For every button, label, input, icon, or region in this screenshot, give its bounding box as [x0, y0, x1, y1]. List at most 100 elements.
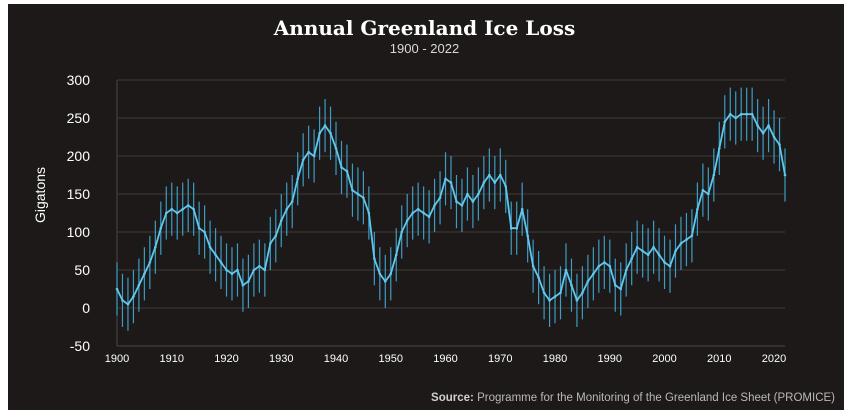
data-point	[115, 287, 119, 291]
data-point	[619, 287, 623, 291]
x-tick-label: 2020	[762, 353, 786, 365]
source-label: Source:	[431, 392, 474, 404]
data-point	[362, 196, 365, 200]
data-point	[488, 173, 491, 177]
data-point	[559, 291, 562, 295]
data-point	[624, 268, 628, 272]
data-point	[745, 112, 748, 116]
data-point	[383, 280, 387, 283]
chart-panel	[8, 4, 844, 410]
data-point	[214, 253, 217, 257]
y-tick-label: 150	[67, 186, 91, 202]
data-point	[351, 188, 354, 192]
data-point	[668, 264, 672, 268]
x-tick-label: 1960	[433, 353, 457, 365]
x-tick-label: 1980	[543, 353, 567, 365]
x-tick-label: 2000	[652, 353, 676, 365]
x-tick-label: 1920	[214, 353, 238, 365]
x-tick-label: 1970	[488, 353, 512, 365]
data-point	[263, 268, 267, 272]
data-point	[690, 234, 694, 238]
data-point	[707, 192, 710, 196]
data-point	[252, 268, 256, 272]
data-point	[778, 143, 781, 146]
data-point	[701, 188, 705, 192]
data-point	[411, 211, 414, 215]
data-point	[181, 207, 185, 211]
data-point	[761, 131, 765, 135]
data-point	[696, 207, 699, 211]
data-point	[208, 245, 212, 249]
data-point	[438, 196, 442, 200]
data-point	[143, 272, 146, 276]
data-point	[728, 112, 732, 116]
data-point	[269, 242, 272, 245]
data-point	[597, 264, 601, 268]
data-point	[307, 150, 310, 154]
data-point	[509, 226, 513, 230]
data-point	[137, 283, 141, 287]
data-point	[548, 299, 551, 302]
data-point	[717, 147, 721, 150]
data-point	[433, 204, 436, 207]
data-point	[575, 299, 579, 302]
x-tick-label: 1990	[598, 353, 622, 365]
source-text: Programme for the Monitoring of the Gree…	[477, 392, 835, 404]
data-point	[203, 230, 206, 234]
chart-subtitle: 1900 - 2022	[389, 41, 460, 56]
data-point	[542, 291, 546, 295]
data-point	[652, 245, 655, 249]
data-point	[767, 124, 770, 127]
data-point	[340, 166, 343, 169]
x-tick-label: 1940	[324, 353, 348, 365]
data-point	[608, 264, 612, 268]
data-point	[613, 283, 617, 287]
data-point	[756, 124, 759, 127]
series-line	[116, 113, 786, 306]
x-tick-label: 1910	[160, 353, 184, 365]
data-point	[296, 177, 299, 181]
data-point	[553, 295, 557, 298]
data-point	[772, 135, 776, 139]
data-point	[290, 200, 294, 203]
data-point	[258, 264, 261, 268]
data-point	[367, 211, 371, 215]
data-point	[603, 261, 606, 264]
data-point	[121, 299, 124, 302]
data-point	[241, 283, 245, 287]
data-point	[723, 120, 727, 124]
x-tick-label: 1900	[105, 353, 129, 365]
data-point	[148, 261, 152, 264]
data-point	[641, 249, 644, 253]
data-point	[444, 177, 447, 181]
data-point	[154, 245, 157, 249]
data-point	[750, 112, 754, 116]
data-point	[247, 280, 250, 283]
data-point	[471, 200, 475, 203]
data-point	[646, 253, 650, 257]
data-point	[373, 257, 376, 260]
data-point	[592, 272, 595, 276]
data-point	[334, 147, 338, 150]
data-point	[164, 211, 168, 215]
data-point	[466, 192, 469, 196]
data-point	[482, 181, 486, 184]
data-point	[405, 219, 409, 222]
data-point	[581, 291, 584, 295]
data-point	[170, 207, 174, 211]
data-point	[449, 181, 453, 184]
data-point	[427, 215, 431, 219]
data-point	[422, 211, 425, 215]
data-point	[175, 211, 179, 215]
data-point	[657, 253, 661, 257]
data-point	[225, 268, 228, 272]
data-point	[197, 226, 201, 230]
data-point	[236, 268, 239, 272]
data-point	[329, 131, 332, 135]
x-tick-label: 1950	[379, 353, 403, 365]
data-point	[515, 226, 519, 230]
data-point	[301, 158, 305, 162]
data-point	[679, 242, 683, 245]
data-point	[378, 272, 382, 276]
